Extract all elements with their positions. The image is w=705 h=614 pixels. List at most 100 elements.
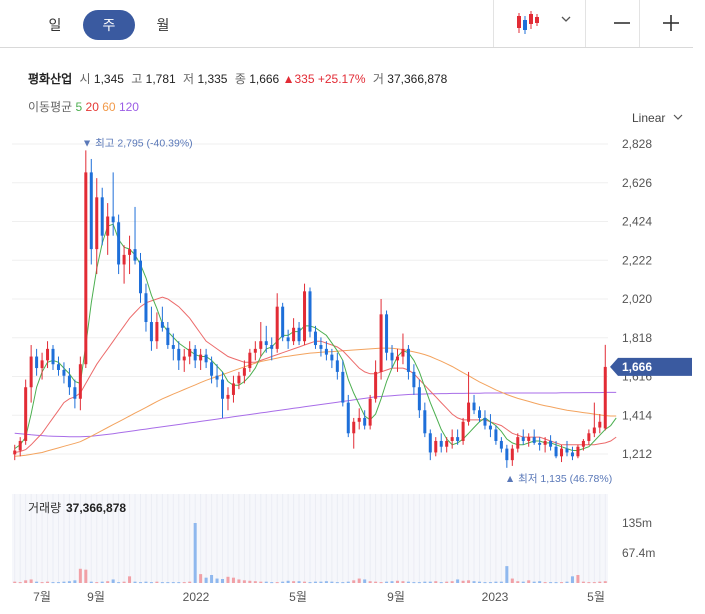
- candle-body: [330, 354, 334, 361]
- candle-body: [560, 448, 564, 457]
- candle-body: [89, 172, 93, 250]
- high-label: 고: [131, 72, 143, 86]
- candle-body: [412, 371, 416, 388]
- volume-bar: [281, 581, 285, 583]
- volume-bar: [275, 582, 279, 584]
- candle-body: [111, 216, 115, 223]
- volume-bar: [18, 582, 22, 584]
- candle-body: [160, 322, 164, 328]
- candle-body: [95, 197, 99, 250]
- change-percent: +25.17%: [317, 72, 366, 86]
- ma60-line: [14, 347, 617, 457]
- close-label: 종: [234, 72, 246, 86]
- candle-body: [56, 364, 60, 370]
- volume-bar: [56, 582, 60, 584]
- candle-body: [84, 172, 88, 365]
- y-tick-label: 2,828: [622, 137, 652, 151]
- x-tick-label: 9월: [387, 590, 405, 604]
- candle-body: [237, 375, 241, 384]
- candle-body: [18, 440, 22, 451]
- volume-bar: [248, 580, 252, 583]
- volume-bar: [461, 580, 465, 583]
- candle-body: [46, 348, 50, 361]
- candle-body: [478, 410, 482, 418]
- volume-bar: [379, 582, 383, 584]
- candle-body: [521, 437, 525, 441]
- candle-body: [204, 354, 208, 363]
- volume-bar: [35, 581, 39, 583]
- zoom-out-button[interactable]: [585, 0, 640, 47]
- candle-body: [308, 291, 312, 332]
- candle-body: [128, 249, 132, 255]
- candle-body: [106, 216, 110, 236]
- volume-bar: [428, 581, 432, 583]
- volume-bar: [122, 581, 126, 583]
- volume-bar: [352, 580, 356, 583]
- candle-body: [215, 375, 219, 380]
- zoom-in-button[interactable]: [639, 0, 694, 47]
- tab-week[interactable]: 주: [83, 10, 135, 40]
- candle-body: [24, 387, 28, 441]
- ma120-line: [14, 391, 617, 438]
- candle-body: [434, 440, 438, 453]
- scale-label: Linear: [632, 111, 666, 125]
- volume-bar: [576, 575, 580, 583]
- volume-bar: [527, 580, 531, 583]
- volume-bar: [368, 581, 372, 583]
- candle-body: [270, 345, 274, 349]
- scale-dropdown[interactable]: Linear: [632, 111, 684, 125]
- max-annotation: ▼ 최고 2,795 (-40.39%): [82, 137, 193, 149]
- candle-body: [461, 421, 465, 441]
- volume-bar: [89, 581, 93, 583]
- candle-body: [188, 348, 192, 357]
- candle-body: [488, 425, 492, 430]
- candle-body: [549, 440, 553, 447]
- open-value: 1,345: [93, 72, 124, 86]
- ma-label: 이동평균: [28, 100, 73, 114]
- volume-bar: [412, 582, 416, 584]
- candle-body: [346, 402, 350, 434]
- volume-bar: [155, 581, 159, 583]
- candle-body: [538, 442, 542, 445]
- volume-bar: [149, 582, 153, 584]
- y-tick-label: 1,414: [622, 408, 652, 422]
- candle-body: [78, 364, 82, 399]
- candle-body: [570, 452, 574, 457]
- candle-body: [13, 450, 17, 455]
- ma-legend: 이동평균 5 20 60 120: [28, 98, 139, 115]
- candle-body: [428, 433, 432, 453]
- volume-bar: [467, 580, 471, 583]
- volume-bar: [324, 581, 328, 583]
- volume-bar: [554, 582, 558, 584]
- candle-body: [505, 448, 509, 461]
- volume-bar: [499, 581, 503, 583]
- candle-body: [259, 341, 263, 349]
- candle-body: [532, 437, 536, 443]
- candle-body: [182, 356, 186, 361]
- chart-type-dropdown[interactable]: [493, 0, 586, 47]
- volume-bar: [264, 581, 268, 583]
- volume-bar: [73, 580, 77, 583]
- volume-bar: [62, 581, 66, 583]
- volume-value: 37,366,878: [66, 501, 126, 515]
- plus-icon: [663, 15, 679, 31]
- price-info: 평화산업 시 1,345 고 1,781 저 1,335 종 1,666 ▲33…: [28, 70, 447, 87]
- candle-body: [341, 371, 345, 403]
- volume-bar: [215, 578, 219, 583]
- tab-month[interactable]: 월: [156, 17, 170, 33]
- volume-bar: [237, 579, 241, 583]
- candle-body: [248, 352, 252, 369]
- volume-bar: [292, 581, 296, 583]
- volume-bar: [188, 581, 192, 583]
- ma-20: 20: [85, 100, 99, 114]
- volume-bar: [144, 581, 148, 583]
- candlestick-icon: [517, 11, 571, 34]
- candle-body: [253, 348, 257, 353]
- volume-bar: [166, 582, 170, 584]
- volume-bar: [439, 582, 443, 584]
- tab-day[interactable]: 일: [48, 17, 62, 33]
- volume-bar: [106, 581, 110, 583]
- candle-body: [210, 362, 214, 376]
- candle-body: [281, 306, 285, 338]
